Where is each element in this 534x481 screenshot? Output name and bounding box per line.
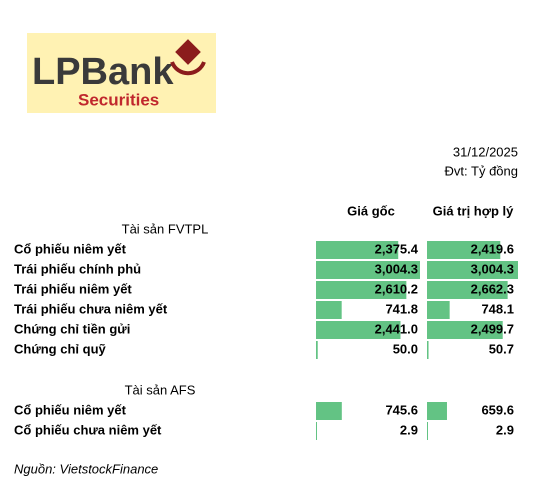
data-bar xyxy=(427,341,429,359)
data-bar xyxy=(427,281,508,299)
logo-brand: LPBank xyxy=(32,51,174,93)
cell-value: 659.6 xyxy=(481,402,514,417)
cell-value: 745.6 xyxy=(385,402,418,417)
cell-value: 2,499.7 xyxy=(471,321,514,336)
data-bar xyxy=(316,321,401,339)
data-bar xyxy=(316,301,342,319)
section-title: Tài sản AFS xyxy=(125,382,196,397)
unit: Đvt: Tỷ đồng xyxy=(445,163,518,178)
row-label: Trái phiếu niêm yết xyxy=(14,281,132,296)
cell-value: 2,441.0 xyxy=(375,321,418,336)
row-label: Trái phiếu chính phủ xyxy=(14,261,141,276)
row-label: Chứng chỉ tiền gửi xyxy=(14,321,130,336)
data-bar xyxy=(427,402,447,420)
cell-value: 2,419.6 xyxy=(471,241,514,256)
column-header: Giá trị hợp lý xyxy=(433,203,515,218)
data-bar xyxy=(316,422,317,440)
cell-value: 2.9 xyxy=(496,422,514,437)
cell-value: 2,662.3 xyxy=(471,281,514,296)
cell-value: 2,610.2 xyxy=(375,281,418,296)
cell-value: 2.9 xyxy=(400,422,418,437)
cell-value: 50.0 xyxy=(393,341,418,356)
data-bar xyxy=(316,261,420,279)
cell-value: 748.1 xyxy=(481,301,514,316)
logo-sub: Securities xyxy=(78,90,159,109)
data-bar xyxy=(427,261,518,279)
column-header: Giá gốc xyxy=(347,203,395,218)
cell-value: 3,004.3 xyxy=(375,261,418,276)
row-label: Cổ phiếu chưa niêm yết xyxy=(14,422,162,437)
row-label: Chứng chỉ quỹ xyxy=(14,341,107,356)
data-bar xyxy=(427,321,503,339)
row-label: Cổ phiếu niêm yết xyxy=(14,241,127,256)
data-bar xyxy=(427,301,450,319)
source: Nguồn: VietstockFinance xyxy=(14,461,158,476)
cell-value: 741.8 xyxy=(385,301,418,316)
data-bar xyxy=(316,281,407,299)
row-label: Cổ phiếu niêm yết xyxy=(14,402,127,417)
section-title: Tài sản FVTPL xyxy=(122,221,209,236)
row-label: Trái phiếu chưa niêm yết xyxy=(14,301,168,316)
data-bar xyxy=(316,241,399,259)
date: 31/12/2025 xyxy=(453,144,518,159)
data-bar xyxy=(427,241,501,259)
data-bar xyxy=(316,341,318,359)
logo-icon xyxy=(170,39,206,76)
data-bar xyxy=(427,422,428,440)
data-bar xyxy=(316,402,342,420)
cell-value: 50.7 xyxy=(489,341,514,356)
cell-value: 3,004.3 xyxy=(471,261,514,276)
cell-value: 2,375.4 xyxy=(375,241,419,256)
